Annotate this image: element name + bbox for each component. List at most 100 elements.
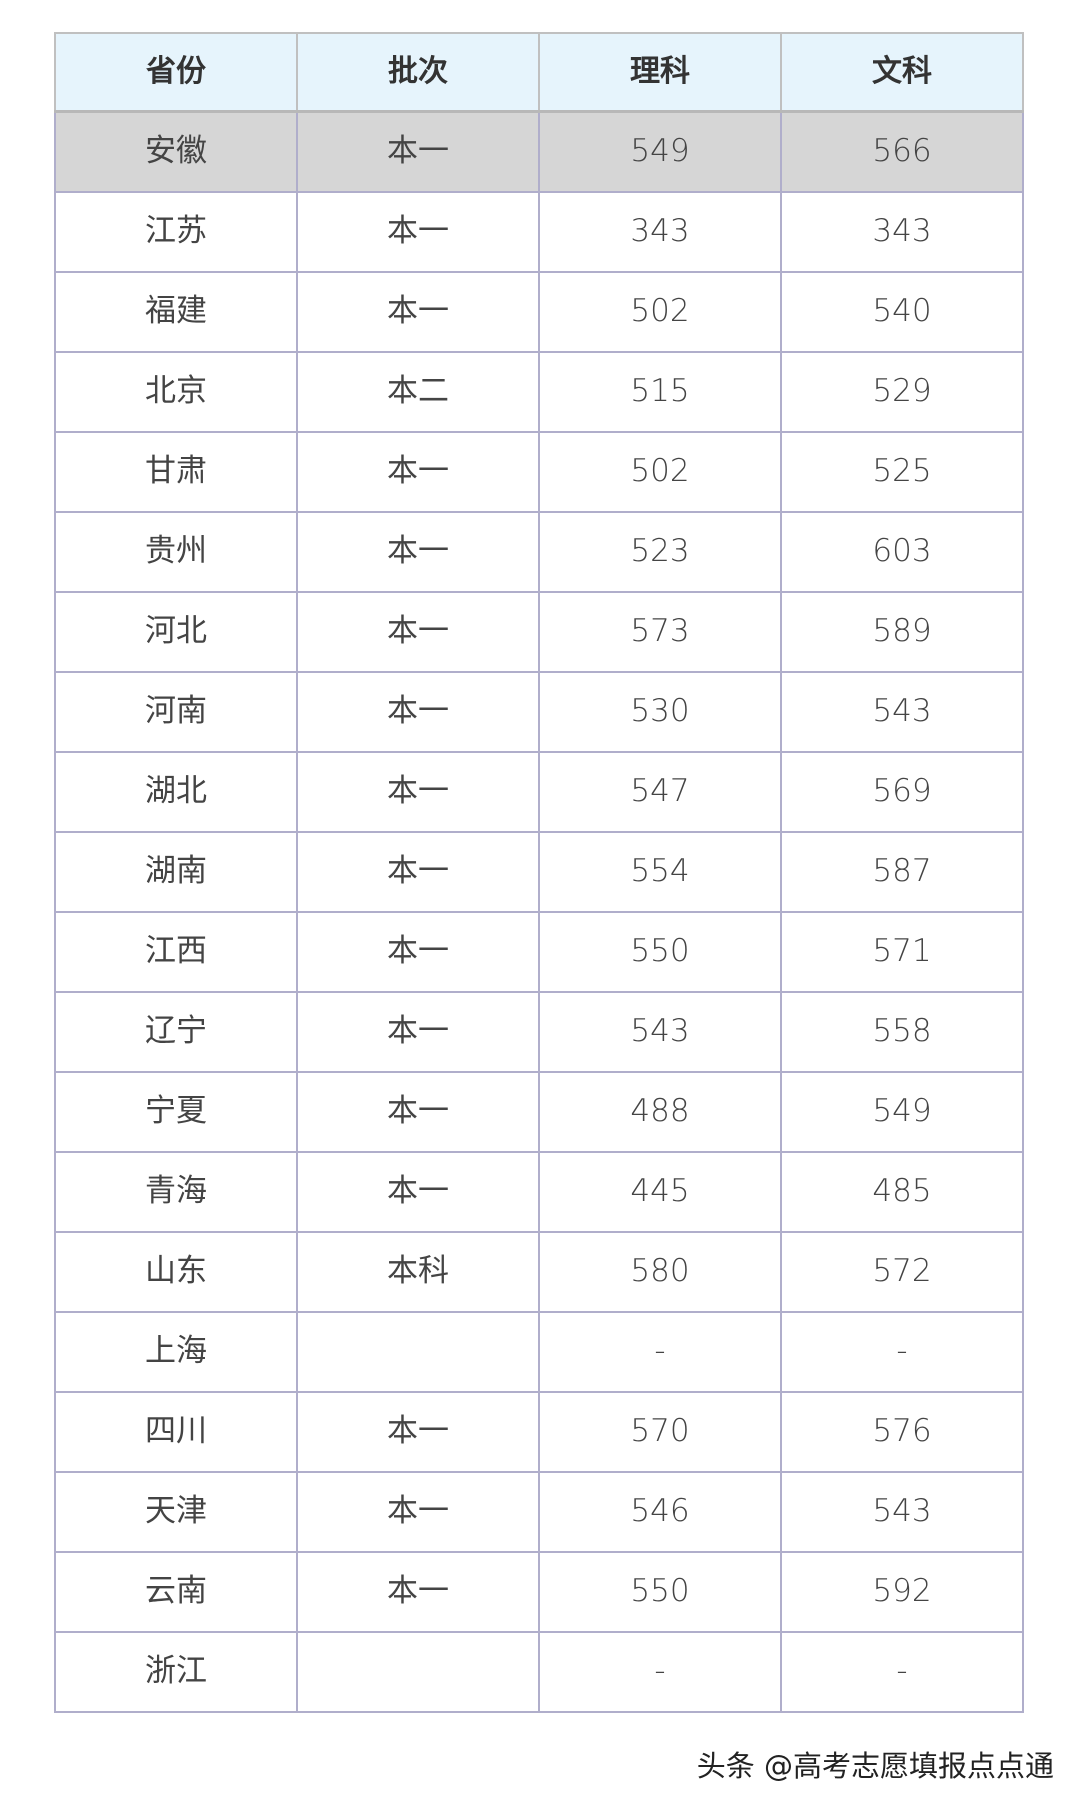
cell-province: 江苏 xyxy=(54,191,298,273)
cell-province: 甘肃 xyxy=(54,431,298,513)
table-header-row: 省份 批次 理科 文科 xyxy=(54,32,1024,113)
cell-arts: 589 xyxy=(780,591,1024,673)
table-row: 江西 本一 550 571 xyxy=(54,911,1024,993)
cell-arts: 543 xyxy=(780,671,1024,753)
header-batch: 批次 xyxy=(296,32,540,113)
cell-province: 贵州 xyxy=(54,511,298,593)
cell-science: 554 xyxy=(538,831,782,913)
cell-province: 湖北 xyxy=(54,751,298,833)
table-row: 青海 本一 445 485 xyxy=(54,1151,1024,1233)
cell-science: 502 xyxy=(538,271,782,353)
cell-arts: 572 xyxy=(780,1231,1024,1313)
cell-arts: 485 xyxy=(780,1151,1024,1233)
cell-province: 天津 xyxy=(54,1471,298,1553)
cell-province: 山东 xyxy=(54,1231,298,1313)
cell-province: 湖南 xyxy=(54,831,298,913)
header-science: 理科 xyxy=(538,32,782,113)
cell-province: 青海 xyxy=(54,1151,298,1233)
table-row: 福建 本一 502 540 xyxy=(54,271,1024,353)
cell-science: 445 xyxy=(538,1151,782,1233)
header-arts: 文科 xyxy=(780,32,1024,113)
cell-province: 四川 xyxy=(54,1391,298,1473)
cell-arts: 558 xyxy=(780,991,1024,1073)
cell-arts: 543 xyxy=(780,1471,1024,1553)
cell-science: 550 xyxy=(538,911,782,993)
cell-arts: 603 xyxy=(780,511,1024,593)
table-row: 江苏 本一 343 343 xyxy=(54,191,1024,273)
cell-batch: 本一 xyxy=(296,1151,540,1233)
cell-science: - xyxy=(538,1631,782,1713)
table-row: 宁夏 本一 488 549 xyxy=(54,1071,1024,1153)
table-row: 安徽 本一 549 566 xyxy=(54,110,1024,193)
cell-province: 福建 xyxy=(54,271,298,353)
cell-batch: 本一 xyxy=(296,1471,540,1553)
cell-province: 云南 xyxy=(54,1551,298,1633)
cell-batch: 本一 xyxy=(296,271,540,353)
cell-arts: - xyxy=(780,1631,1024,1713)
cell-province: 河北 xyxy=(54,591,298,673)
cell-science: 502 xyxy=(538,431,782,513)
table-row: 湖北 本一 547 569 xyxy=(54,751,1024,833)
table-row: 上海 - - xyxy=(54,1311,1024,1393)
header-province: 省份 xyxy=(54,32,298,113)
cell-batch: 本一 xyxy=(296,1391,540,1473)
cell-science: 573 xyxy=(538,591,782,673)
cell-province: 江西 xyxy=(54,911,298,993)
table-row: 天津 本一 546 543 xyxy=(54,1471,1024,1553)
cell-arts: - xyxy=(780,1311,1024,1393)
score-table: 省份 批次 理科 文科 安徽 本一 549 566 江苏 本一 343 343 福建 本一 502 540 北… xyxy=(54,32,1024,1713)
cell-province: 北京 xyxy=(54,351,298,433)
table-row: 河南 本一 530 543 xyxy=(54,671,1024,753)
cell-arts: 587 xyxy=(780,831,1024,913)
cell-arts: 529 xyxy=(780,351,1024,433)
cell-province: 安徽 xyxy=(54,110,298,193)
cell-batch: 本科 xyxy=(296,1231,540,1313)
cell-science: 546 xyxy=(538,1471,782,1553)
cell-science: 547 xyxy=(538,751,782,833)
cell-science: 488 xyxy=(538,1071,782,1153)
cell-batch: 本一 xyxy=(296,1551,540,1633)
cell-batch: 本一 xyxy=(296,1071,540,1153)
cell-science: 550 xyxy=(538,1551,782,1633)
cell-arts: 549 xyxy=(780,1071,1024,1153)
cell-province: 辽宁 xyxy=(54,991,298,1073)
cell-arts: 569 xyxy=(780,751,1024,833)
watermark: 头条 @高考志愿填报点点通 xyxy=(696,1749,1054,1783)
cell-batch: 本一 xyxy=(296,911,540,993)
cell-science: 523 xyxy=(538,511,782,593)
cell-batch: 本一 xyxy=(296,431,540,513)
cell-province: 浙江 xyxy=(54,1631,298,1713)
table-row: 北京 本二 515 529 xyxy=(54,351,1024,433)
cell-arts: 571 xyxy=(780,911,1024,993)
table-row: 浙江 - - xyxy=(54,1631,1024,1713)
cell-batch: 本二 xyxy=(296,351,540,433)
cell-batch: 本一 xyxy=(296,831,540,913)
table-body: 安徽 本一 549 566 江苏 本一 343 343 福建 本一 502 540 北京 本二 515 529… xyxy=(54,110,1024,1713)
table-row: 河北 本一 573 589 xyxy=(54,591,1024,673)
table-row: 甘肃 本一 502 525 xyxy=(54,431,1024,513)
table-row: 湖南 本一 554 587 xyxy=(54,831,1024,913)
cell-batch: 本一 xyxy=(296,591,540,673)
cell-batch: 本一 xyxy=(296,191,540,273)
cell-science: 549 xyxy=(538,110,782,193)
cell-science: - xyxy=(538,1311,782,1393)
cell-science: 570 xyxy=(538,1391,782,1473)
cell-batch: 本一 xyxy=(296,751,540,833)
cell-science: 543 xyxy=(538,991,782,1073)
cell-province: 宁夏 xyxy=(54,1071,298,1153)
cell-arts: 343 xyxy=(780,191,1024,273)
cell-batch: 本一 xyxy=(296,110,540,193)
cell-batch xyxy=(296,1311,540,1393)
table-row: 贵州 本一 523 603 xyxy=(54,511,1024,593)
cell-arts: 592 xyxy=(780,1551,1024,1633)
cell-science: 343 xyxy=(538,191,782,273)
cell-province: 上海 xyxy=(54,1311,298,1393)
cell-science: 515 xyxy=(538,351,782,433)
cell-batch xyxy=(296,1631,540,1713)
table-row: 辽宁 本一 543 558 xyxy=(54,991,1024,1073)
table-row: 山东 本科 580 572 xyxy=(54,1231,1024,1313)
cell-science: 530 xyxy=(538,671,782,753)
cell-arts: 576 xyxy=(780,1391,1024,1473)
cell-arts: 525 xyxy=(780,431,1024,513)
table-row: 云南 本一 550 592 xyxy=(54,1551,1024,1633)
